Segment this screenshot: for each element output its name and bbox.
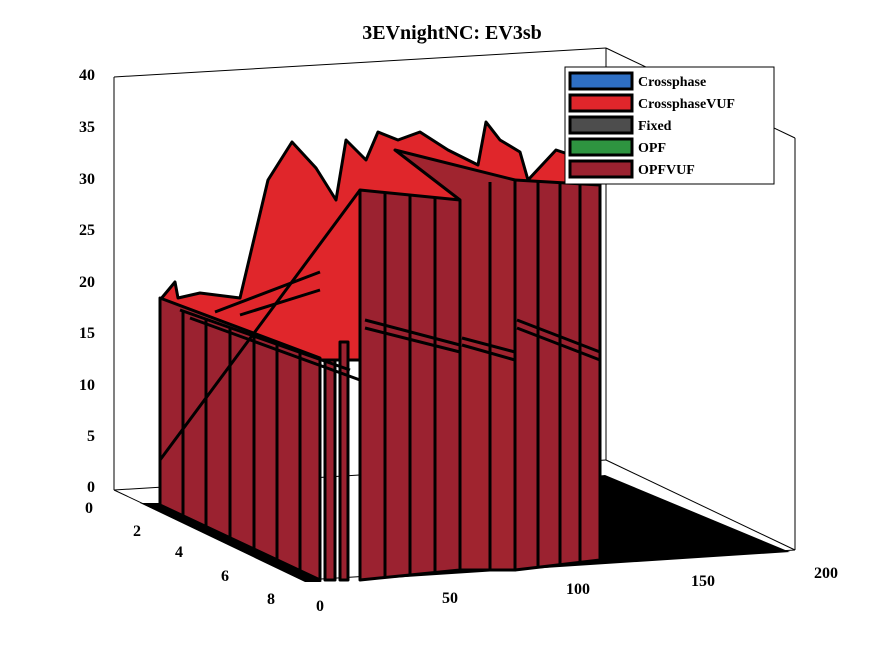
ribbon-grid [158,180,601,578]
legend-swatch [568,159,634,179]
z-tick-label: 15 [79,325,95,342]
z-axis: 40 35 30 25 20 15 10 5 0 [79,67,95,496]
x-tick-label: 150 [691,573,715,590]
legend: Crossphase CrossphaseVUF Fixed OPF OPFVU… [564,66,775,185]
z-tick-label: 5 [87,428,95,445]
z-tick-label: 25 [79,222,95,239]
y-tick-label: 2 [133,523,141,540]
floor-ribbon [140,503,322,582]
x-tick-label: 0 [316,598,324,615]
y-tick-label: 6 [221,568,229,585]
z-tick-label: 10 [79,377,95,394]
z-tick-label: 30 [79,171,95,188]
z-tick-label: 20 [79,274,95,291]
x-axis: 0 50 100 150 200 [316,565,838,615]
y-tick-label: 8 [267,591,275,608]
legend-item: CrossphaseVUF [568,93,735,113]
legend-item: Crossphase [568,71,706,91]
x-tick-label: 200 [814,565,838,582]
z-tick-label: 40 [79,67,95,84]
ribbon-opfvuf-left [158,296,322,582]
x-tick-label: 50 [442,590,458,607]
y-axis: 0 2 4 6 8 [85,500,275,608]
legend-label: OPF [638,141,666,156]
legend-label: OPFVUF [638,163,695,178]
legend-label: Fixed [638,119,672,134]
y-tick-label: 4 [175,544,183,561]
ribbon-post [323,358,337,582]
y-tick-label: 0 [85,500,93,517]
legend-label: Crossphase [638,75,706,90]
legend-label: CrossphaseVUF [638,97,735,112]
legend-item: Fixed [568,115,672,135]
chart-title: 3EVnightNC: EV3sb [362,22,541,44]
legend-item: OPF [568,137,666,157]
z-tick-label: 0 [87,479,95,496]
legend-item: OPFVUF [568,159,695,179]
waterfall-ribbons [158,120,602,582]
ribbon-post [338,340,350,582]
x-tick-label: 100 [566,581,590,598]
z-tick-label: 35 [79,119,95,136]
legend-swatch [568,137,634,157]
legend-swatch [568,71,634,91]
legend-swatch [568,115,634,135]
ribbon-opfvuf-right [513,178,602,572]
ribbon-opfvuf-mid2 [393,148,517,572]
legend-swatch [568,93,634,113]
